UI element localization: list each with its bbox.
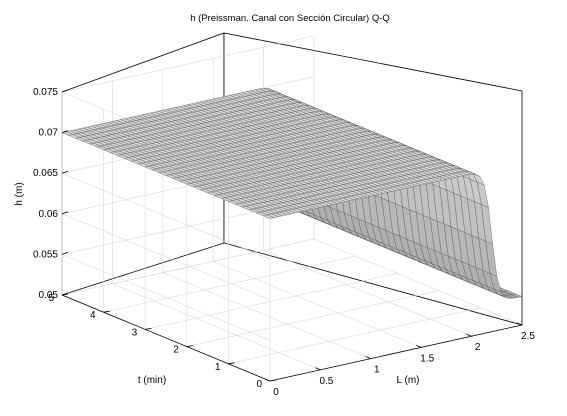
x-tick-label: 1.5 bbox=[420, 353, 434, 364]
x-tick-mark bbox=[315, 367, 321, 371]
y-tick-mark bbox=[145, 328, 152, 330]
z-tick-label: 0.06 bbox=[39, 209, 59, 220]
y-tick-label: 4 bbox=[90, 310, 96, 321]
z-tick-label: 0.07 bbox=[39, 128, 59, 139]
y-tick-label: 1 bbox=[215, 362, 221, 373]
grid-line bbox=[228, 307, 481, 365]
z-tick-mark bbox=[61, 89, 69, 93]
x-tick-mark bbox=[264, 378, 271, 382]
grid-line bbox=[186, 290, 439, 347]
z-tick-label: 0.055 bbox=[33, 249, 58, 260]
grid-line bbox=[213, 261, 422, 348]
x-axis-ticks: 0 0.5 1 1.5 2 2.5 bbox=[264, 322, 535, 398]
z-tick-mark bbox=[61, 211, 69, 215]
chart-title: h (Preissman. Canal con Sección Circular… bbox=[190, 13, 390, 24]
grid-line bbox=[112, 283, 321, 371]
grid-line bbox=[61, 238, 315, 296]
x-tick-mark bbox=[416, 345, 422, 348]
grid-line bbox=[145, 273, 398, 330]
y-axis-label: t (min) bbox=[138, 375, 166, 386]
y-tick-mark bbox=[269, 379, 277, 382]
grid-line bbox=[162, 272, 371, 359]
x-tick-mark bbox=[365, 356, 371, 359]
z-tick-label: 0.075 bbox=[33, 87, 58, 98]
y-tick-mark bbox=[228, 362, 235, 365]
x-axis-label: L (m) bbox=[397, 375, 420, 386]
z-tick-mark bbox=[61, 170, 69, 174]
z-tick-mark bbox=[61, 252, 69, 255]
z-axis-label: h (m) bbox=[14, 182, 25, 205]
x-tick-label: 2.5 bbox=[521, 331, 535, 342]
y-tick-label: 3 bbox=[132, 327, 138, 338]
z-tick-mark bbox=[61, 130, 69, 133]
x-tick-label: 0 bbox=[273, 387, 279, 398]
grid-line bbox=[61, 213, 271, 301]
surface-mesh bbox=[61, 88, 523, 299]
y-tick-label: 5 bbox=[48, 293, 54, 304]
grid-line bbox=[61, 172, 271, 260]
grid-line bbox=[263, 249, 472, 337]
y-tick-mark bbox=[103, 310, 110, 313]
x-tick-label: 0.5 bbox=[319, 376, 333, 387]
x-tick-mark bbox=[466, 333, 472, 337]
grid-line bbox=[103, 255, 356, 313]
grid-line bbox=[61, 254, 271, 341]
y-tick-label: 2 bbox=[173, 345, 179, 356]
grid-line bbox=[313, 238, 523, 326]
x-tick-mark bbox=[516, 322, 523, 326]
z-tick-label: 0.065 bbox=[33, 168, 58, 179]
z-tick-label: 0.05 bbox=[39, 290, 59, 301]
grid-line bbox=[61, 35, 315, 93]
axes-floor bbox=[61, 294, 523, 382]
x-tick-label: 1 bbox=[374, 365, 380, 376]
surface-face bbox=[510, 293, 523, 298]
x-tick-label: 2 bbox=[475, 342, 481, 353]
y-axis-ticks: 0 1 2 3 4 5 bbox=[48, 293, 277, 390]
y-tick-mark bbox=[186, 345, 193, 347]
y-tick-label: 0 bbox=[256, 379, 262, 390]
y-tick-mark bbox=[61, 293, 69, 296]
